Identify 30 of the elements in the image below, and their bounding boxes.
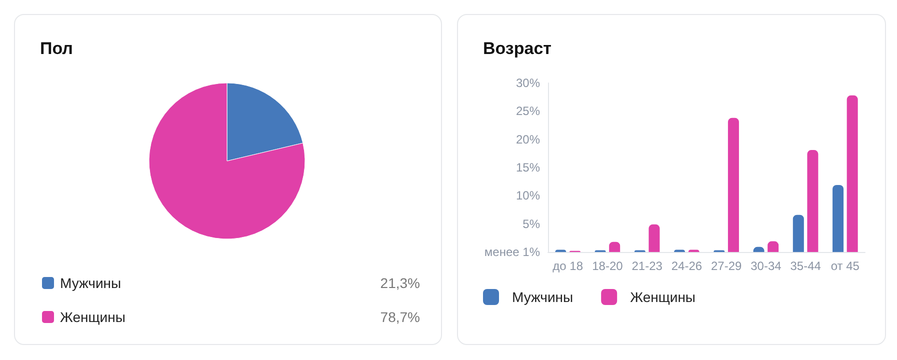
bar — [832, 184, 844, 252]
y-tick-label: 30% — [516, 76, 540, 90]
legend-label: Мужчины — [60, 275, 122, 291]
y-tick-label: 10% — [516, 188, 540, 203]
x-tick-label: 21-23 — [632, 259, 663, 273]
chart-title: Возраст — [483, 39, 552, 58]
legend-label: Мужчины — [512, 289, 574, 305]
y-tick-label: менее 1% — [484, 245, 540, 259]
y-tick-label: 25% — [516, 104, 540, 118]
x-tick-label: от 45 — [830, 259, 860, 273]
data-label: 21,3% — [380, 275, 420, 291]
x-tick-label: 27-29 — [710, 259, 742, 273]
bar — [768, 241, 779, 252]
y-tick-label: 15% — [516, 160, 540, 174]
y-tick-label: 5% — [522, 216, 540, 231]
legend-label: Женщины — [60, 309, 126, 325]
x-tick-label: 35-44 — [790, 259, 822, 273]
x-tick-label: 24-26 — [671, 259, 702, 273]
bar — [846, 95, 858, 252]
bar — [792, 214, 804, 252]
x-tick-label: 18-20 — [592, 259, 624, 273]
bar — [728, 118, 739, 252]
bar — [807, 150, 818, 252]
data-label: 78,7% — [380, 309, 420, 325]
x-tick-label: до 18 — [552, 259, 584, 273]
y-tick-label: 20% — [516, 132, 540, 146]
x-tick-label: 30-34 — [750, 259, 782, 273]
bar — [648, 224, 660, 252]
legend-label: Женщины — [630, 289, 696, 305]
chart-title: Пол — [40, 39, 73, 58]
